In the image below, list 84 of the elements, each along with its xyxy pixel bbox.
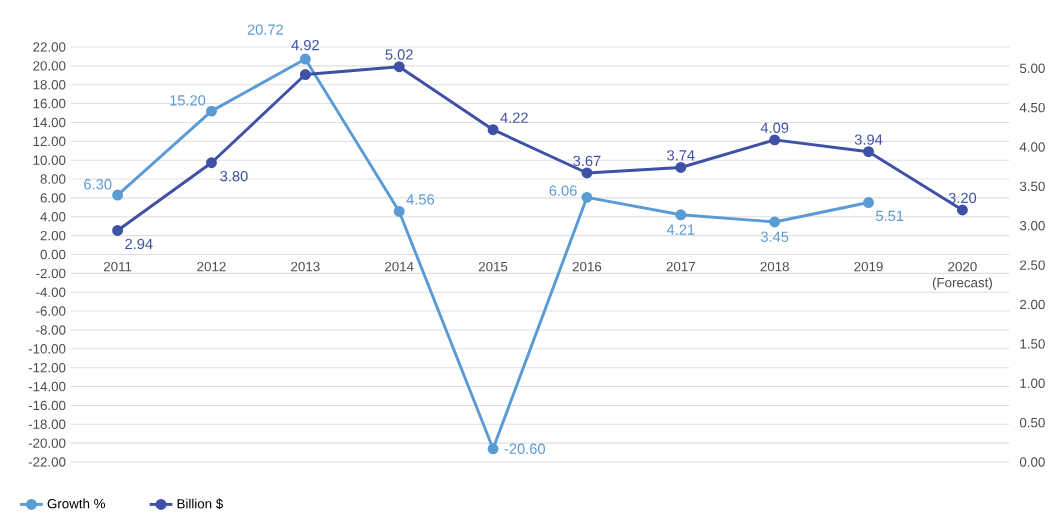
point [675, 209, 687, 221]
point [206, 105, 217, 117]
y2-tick-label: 4.00 [1019, 142, 1045, 152]
data-label: 6.06 [549, 185, 577, 197]
y2-tick-label: 0.50 [1019, 418, 1045, 428]
y-tick-label: 14.00 [33, 117, 66, 128]
data-label: 3.80 [220, 171, 248, 182]
y2-tick-label: 0.00 [1019, 457, 1045, 467]
x-tick-label: 2014 [385, 262, 414, 272]
y2-tick-label: 3.00 [1019, 221, 1045, 231]
y-tick-label: -6.00 [36, 306, 66, 316]
y-tick-label: -14.00 [28, 381, 66, 392]
data-label: 3.45 [760, 231, 789, 243]
y-tick-label: 12.00 [33, 136, 66, 147]
legend-label: Growth % [47, 498, 106, 509]
point [112, 225, 124, 237]
x-tick-label: 2012 [197, 262, 226, 272]
y-tick-label: -4.00 [36, 287, 66, 298]
y2-tick-label: 3.50 [1019, 181, 1045, 192]
x-tick-label: 2018 [760, 262, 789, 272]
y2-tick-label: 5.00 [1019, 63, 1045, 74]
x-tick-label: 2015 [478, 262, 508, 272]
point [769, 216, 781, 228]
point [863, 146, 875, 158]
point [581, 192, 593, 203]
data-label: 4.92 [291, 40, 319, 51]
x-tick-label: 2011 [103, 262, 132, 272]
data-label: 20.72 [247, 24, 283, 35]
x-tick-label: 2019 [854, 262, 883, 272]
data-label: 2.94 [125, 238, 153, 250]
data-label: 3.67 [573, 155, 601, 167]
data-label: 3.94 [854, 134, 883, 145]
y-tick-label: -8.00 [36, 325, 66, 335]
y2-tick-label: 1.50 [1020, 339, 1045, 349]
data-label: 4.09 [760, 122, 789, 134]
y-tick-label: 8.00 [40, 174, 66, 184]
data-label: 5.02 [385, 49, 413, 60]
point [956, 204, 968, 216]
point [206, 157, 217, 169]
x-tick-label: 2016 [572, 262, 602, 272]
y-tick-label: -20.00 [28, 438, 66, 449]
y2-tick-label: 4.50 [1019, 103, 1045, 113]
y-tick-label: -10.00 [28, 344, 66, 354]
point [112, 189, 124, 201]
point [863, 197, 875, 209]
data-label: -20.60 [504, 443, 545, 455]
data-label: 3.20 [948, 192, 977, 204]
y-tick-label: -2.00 [36, 268, 66, 279]
y-tick-label: 10.00 [33, 155, 66, 166]
point [769, 134, 781, 146]
y-tick-label: 4.00 [40, 212, 66, 222]
data-label: 4.22 [500, 112, 528, 123]
data-label: 5.51 [876, 210, 904, 222]
y-tick-label: -16.00 [28, 400, 66, 411]
point [581, 167, 593, 179]
x-tick-label: 2020 (Forecast) [932, 262, 992, 291]
y-tick-label: -12.00 [28, 363, 66, 373]
y2-tick-label: 1.00 [1020, 378, 1045, 389]
y-tick-label: 6.00 [40, 193, 66, 203]
point [299, 53, 311, 65]
y-tick-label: -18.00 [28, 419, 66, 430]
legend-label: Billion $ [177, 498, 224, 510]
point [675, 162, 687, 174]
point [487, 443, 499, 455]
data-label: 4.56 [406, 194, 435, 205]
point [299, 69, 311, 81]
data-label: 6.30 [84, 179, 112, 190]
y-tick-label: 2.00 [40, 231, 66, 241]
y-tick-label: -22.00 [28, 457, 66, 467]
point [393, 61, 405, 73]
data-label: 4.21 [666, 224, 695, 235]
y-tick-label: 22.00 [33, 42, 66, 52]
y-tick-label: 16.00 [33, 99, 66, 109]
point [393, 206, 405, 218]
point [487, 124, 499, 136]
y-tick-label: 0.00 [40, 249, 66, 260]
x-tick-label: 2017 [666, 262, 695, 272]
y2-tick-label: 2.50 [1020, 260, 1045, 270]
y-tick-label: 20.00 [33, 61, 66, 71]
y-tick-label: 18.00 [33, 80, 66, 90]
y2-tick-label: 2.00 [1020, 299, 1045, 310]
data-label: 15.20 [170, 95, 206, 106]
x-tick-label: 2013 [291, 262, 320, 272]
data-label: 3.74 [667, 150, 695, 161]
